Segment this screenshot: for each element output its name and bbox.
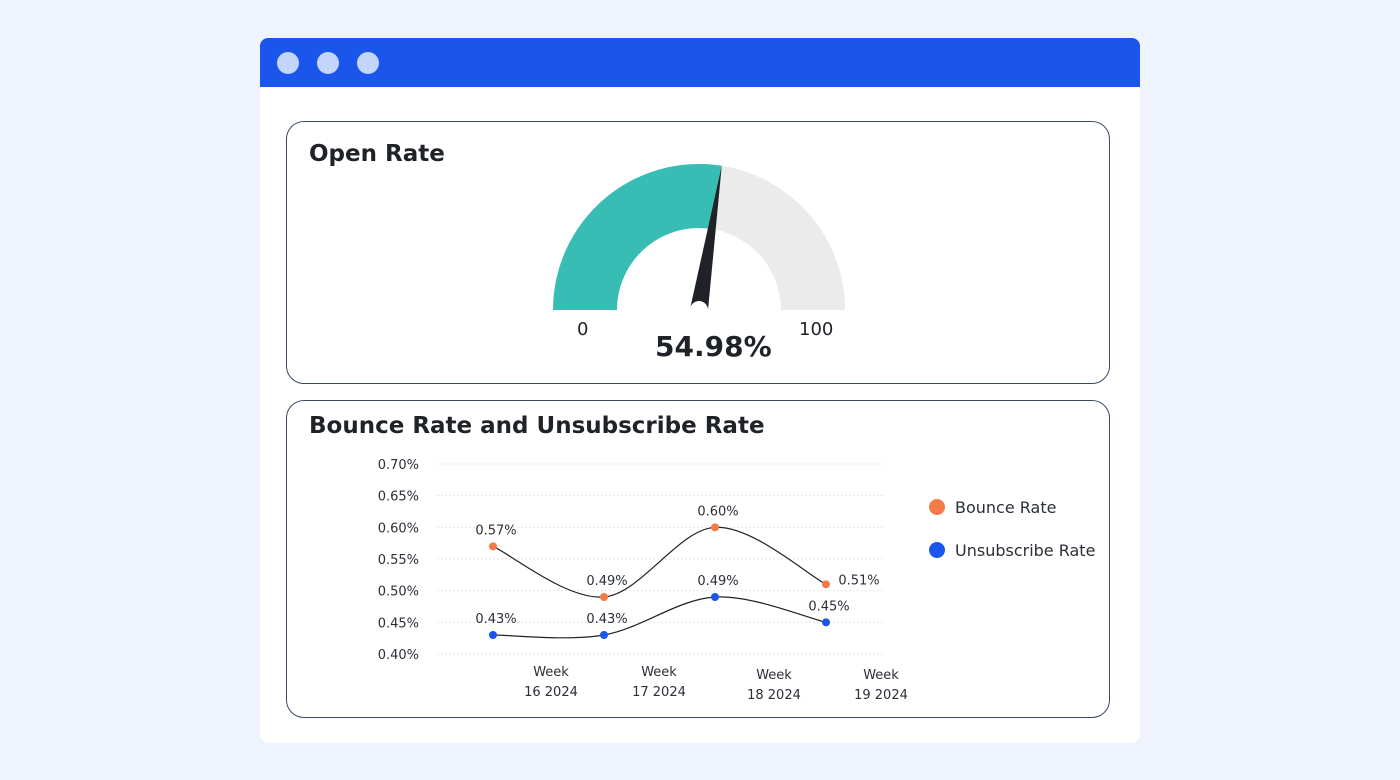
title-bar <box>260 38 1140 87</box>
open-rate-card: Open Rate 0 100 54.98% <box>286 121 1110 384</box>
rates-card: Bounce Rate and Unsubscribe Rate 0.40% 0.… <box>286 400 1110 718</box>
y-tick-label: 0.65% <box>378 490 419 505</box>
gauge-max-label: 100 <box>799 319 834 340</box>
y-tick-label: 0.45% <box>378 616 419 631</box>
x-tick-label: 19 2024 <box>854 688 908 703</box>
open-rate-title: Open Rate <box>309 141 445 167</box>
data-label: 0.49% <box>697 574 738 589</box>
legend-bounce-label: Bounce Rate <box>955 498 1057 517</box>
x-tick-label: Week <box>533 665 569 680</box>
x-tick-label: Week <box>641 665 677 680</box>
y-tick-label: 0.40% <box>378 648 419 663</box>
open-rate-gauge <box>553 164 845 312</box>
x-tick-label: 16 2024 <box>524 685 578 700</box>
window-close-dot[interactable] <box>277 52 299 74</box>
legend-unsubscribe-dot <box>929 542 945 558</box>
data-point <box>489 631 497 639</box>
data-label: 0.57% <box>475 523 516 538</box>
data-label: 0.51% <box>838 573 879 588</box>
data-label: 0.60% <box>697 504 738 519</box>
y-tick-label: 0.70% <box>378 458 419 473</box>
data-point <box>600 631 608 639</box>
rates-line-chart: 0.40% 0.45% 0.50% 0.55% 0.60% 0.65% 0.70% Week 1… <box>378 458 908 703</box>
data-point <box>600 593 608 601</box>
data-label: 0.43% <box>475 612 516 627</box>
app-window: Open Rate 0 100 54.98% Bounce Rate and U… <box>260 38 1140 743</box>
window-minimize-dot[interactable] <box>317 52 339 74</box>
data-label: 0.45% <box>808 599 849 614</box>
data-label: 0.49% <box>586 574 627 589</box>
data-label: 0.43% <box>586 612 627 627</box>
y-tick-label: 0.50% <box>378 585 419 600</box>
rates-title: Bounce Rate and Unsubscribe Rate <box>309 413 765 439</box>
legend-bounce-dot <box>929 499 945 515</box>
y-tick-label: 0.55% <box>378 553 419 568</box>
x-tick-label: 18 2024 <box>747 688 801 703</box>
y-tick-label: 0.60% <box>378 521 419 536</box>
data-point <box>711 593 719 601</box>
series-line-1 <box>492 596 827 639</box>
gauge-needle <box>690 165 722 312</box>
legend-bounce-rate[interactable]: Bounce Rate <box>929 498 1056 517</box>
gauge-fill <box>553 164 722 310</box>
legend-unsubscribe-label: Unsubscribe Rate <box>955 541 1096 560</box>
legend-unsubscribe-rate[interactable]: Unsubscribe Rate <box>929 541 1095 560</box>
gauge-value-label: 54.98% <box>655 330 772 363</box>
data-point <box>711 523 719 532</box>
series-line-0 <box>492 526 827 598</box>
x-tick-label: Week <box>863 668 899 683</box>
data-point <box>489 542 497 551</box>
x-tick-label: Week <box>756 668 792 683</box>
data-point <box>822 618 830 627</box>
data-point <box>822 580 830 589</box>
window-maximize-dot[interactable] <box>357 52 379 74</box>
x-tick-label: 17 2024 <box>632 685 686 700</box>
gauge-min-label: 0 <box>577 319 589 340</box>
